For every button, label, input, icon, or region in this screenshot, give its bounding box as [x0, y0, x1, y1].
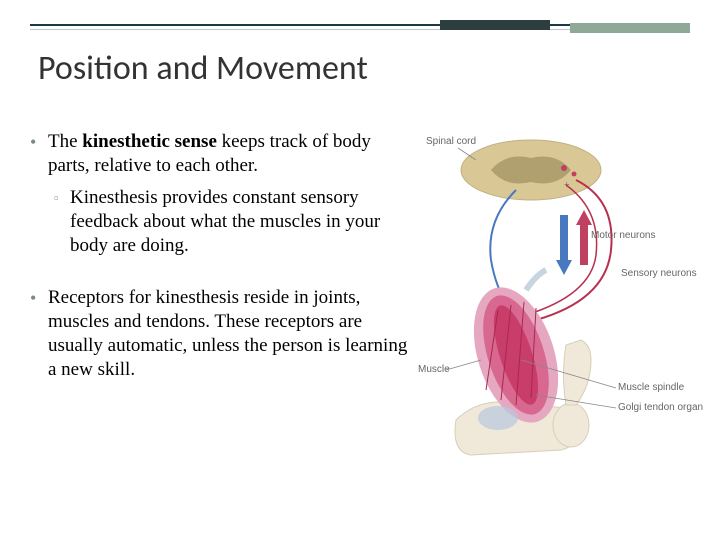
- tendon-top: [526, 270, 546, 290]
- label-spinal-cord: Spinal cord: [426, 136, 476, 147]
- bullet-1-bold: kinesthetic sense: [82, 131, 217, 152]
- bullet-2-text: Receptors for kinesthesis reside in join…: [48, 286, 410, 382]
- bullet-1-pre: The: [48, 131, 82, 152]
- label-golgi: Golgi tendon organ: [618, 402, 703, 413]
- accent-dark: [440, 20, 550, 30]
- label-sensory-neurons: Sensory neurons: [621, 268, 697, 279]
- bullet-mark: •: [30, 130, 48, 178]
- sub-mark: ▫: [54, 186, 70, 258]
- label-motor-neurons: Motor neurons: [591, 230, 655, 241]
- label-muscle: Muscle: [418, 364, 450, 375]
- neuron-dot: [572, 172, 577, 177]
- neuron-dot: [561, 165, 567, 171]
- bullet-1-text: The kinesthetic sense keeps track of bod…: [48, 130, 410, 178]
- sensory-nerve: [536, 180, 612, 320]
- top-border: [30, 24, 690, 32]
- slide-title: Position and Movement: [38, 48, 368, 89]
- label-line: [446, 360, 481, 370]
- bullet-mark: •: [30, 286, 48, 382]
- bullet-1: • The kinesthetic sense keeps track of b…: [30, 130, 410, 178]
- bullet-2: • Receptors for kinesthesis reside in jo…: [30, 286, 410, 382]
- motor-arrow-head: [556, 260, 572, 275]
- sub-bullet-1-text: Kinesthesis provides constant sensory fe…: [70, 186, 410, 258]
- bone-joint: [553, 403, 589, 447]
- spinal-cord-inner: [491, 157, 571, 184]
- accent-light: [570, 23, 690, 33]
- bone-upper: [564, 340, 592, 405]
- label-muscle-spindle: Muscle spindle: [618, 382, 684, 393]
- sub-bullet-1: ▫ Kinesthesis provides constant sensory …: [54, 186, 410, 258]
- anatomy-diagram: + Spinal cord Motor neurons Sensory: [416, 130, 706, 460]
- content-area: • The kinesthetic sense keeps track of b…: [30, 130, 410, 390]
- tendon-bottom: [478, 406, 518, 430]
